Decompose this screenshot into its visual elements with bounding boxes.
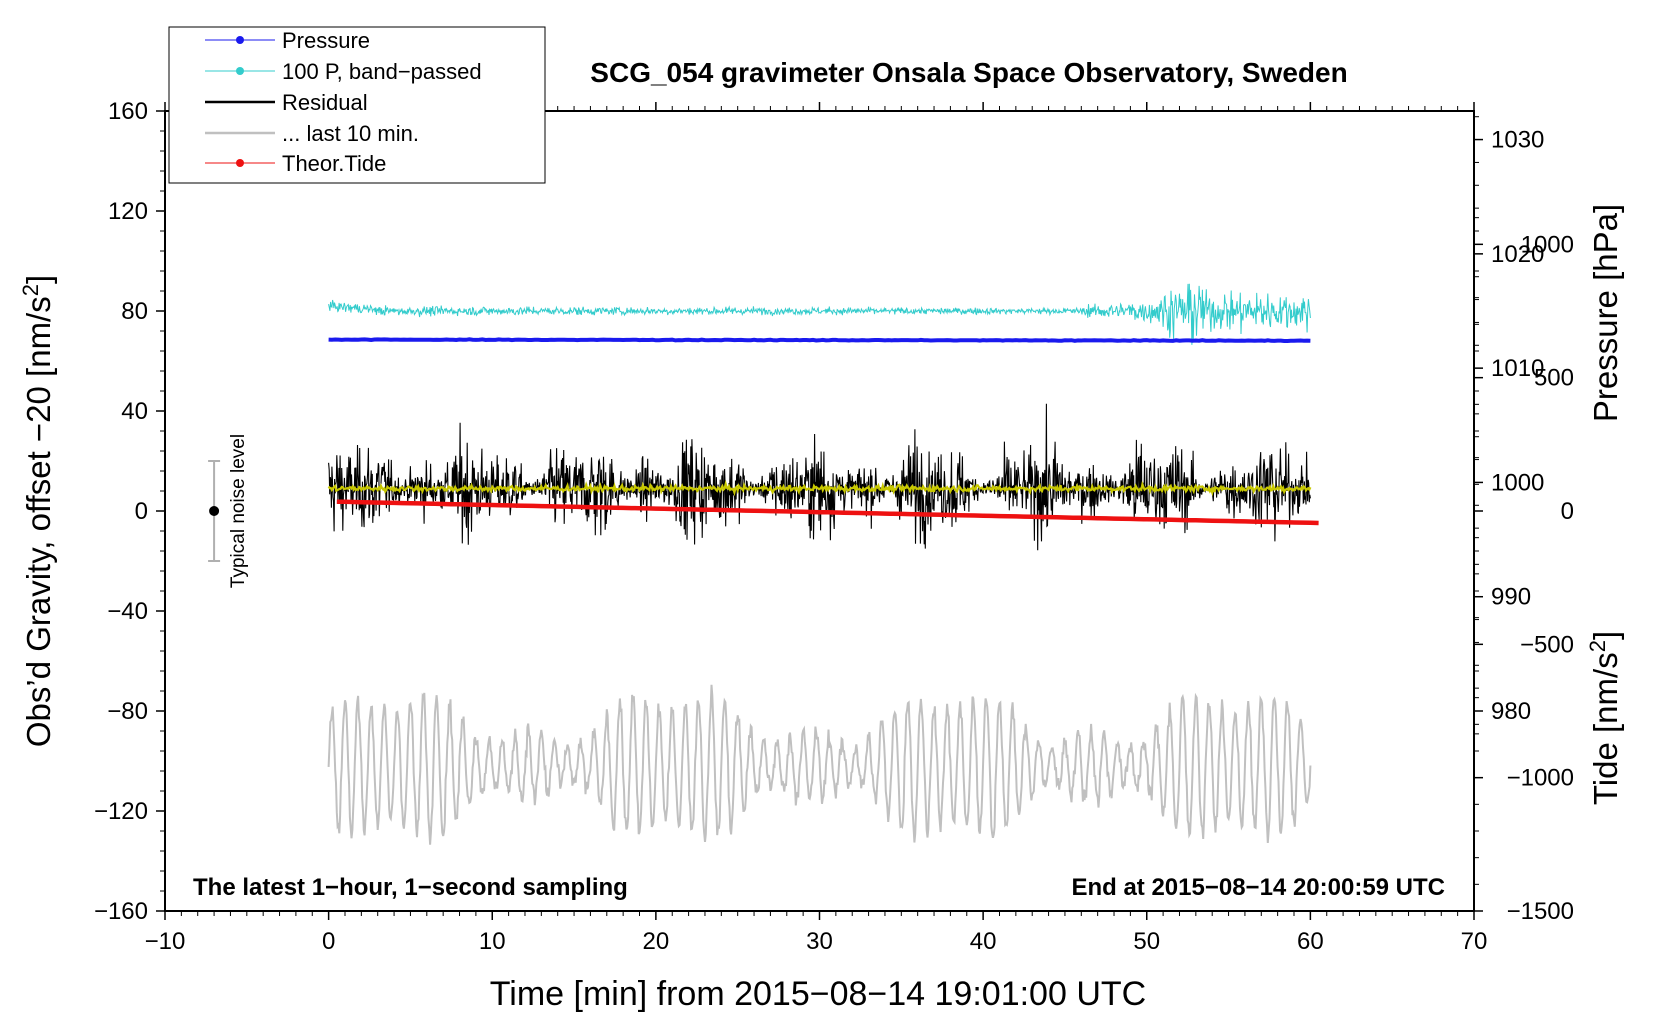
pressure-tick-label: 980 <box>1491 698 1531 725</box>
legend-entry-bandpassed: 100 P, band−passed <box>205 59 482 84</box>
y-axis-label-tide: Tide [nm/s2] <box>1585 631 1624 805</box>
legend-label-residual: Residual <box>282 90 368 115</box>
noise-bar <box>208 460 221 562</box>
legend-label-pressure: Pressure <box>282 28 370 53</box>
pressure-tick-label: 990 <box>1491 584 1531 611</box>
y-tick-label: 40 <box>121 398 148 425</box>
y-axis-label-left: Obs’d Gravity, offset −20 [nm/s2] <box>18 275 57 747</box>
tide-tick-label: −500 <box>1520 631 1574 658</box>
noise-bar-center <box>209 506 220 516</box>
legend: Pressure 100 P, band−passed Residual ...… <box>168 26 546 184</box>
x-tick-label: 60 <box>1297 928 1324 955</box>
series-theoretical-tide <box>336 499 1319 526</box>
chart-title: SCG_054 gravimeter Onsala Space Observat… <box>590 57 1347 88</box>
y-tick-label: −160 <box>94 898 148 925</box>
x-axis-label: Time [min] from 2015−08−14 19:01:00 UTC <box>490 975 1146 1013</box>
legend-label-tide: Theor.Tide <box>282 151 386 176</box>
legend-box <box>168 26 546 184</box>
y-axis-label-pressure: Pressure [hPa] <box>1587 204 1624 422</box>
annotation-end-time: End at 2015−08−14 20:00:59 UTC <box>1071 874 1445 901</box>
annotation-sampling: The latest 1−hour, 1−second sampling <box>193 874 628 901</box>
legend-label-last10: ... last 10 min. <box>282 121 419 146</box>
legend-entry-last10: ... last 10 min. <box>205 121 419 146</box>
x-tick-label: 30 <box>806 928 833 955</box>
x-tick-label: 20 <box>643 928 670 955</box>
x-tick-label: 0 <box>322 928 335 955</box>
noise-label: Typical noise level <box>228 434 249 588</box>
series-layer <box>327 283 1319 845</box>
y-tick-label: −40 <box>107 598 148 625</box>
pressure-tick-label: 1000 <box>1491 469 1544 496</box>
tide-tick-label: −1500 <box>1507 898 1574 925</box>
pressure-tick-label: 1020 <box>1491 241 1544 268</box>
legend-entry-tide: Theor.Tide <box>205 151 386 176</box>
y-tick-label: 0 <box>135 498 148 525</box>
x-tick-label: −10 <box>145 928 186 955</box>
pressure-tick-label: 1010 <box>1491 355 1544 382</box>
tide-tick-label: 500 <box>1534 365 1574 392</box>
x-tick-label: 10 <box>479 928 506 955</box>
tide-tick-label: −1000 <box>1507 765 1574 792</box>
tide-tick-label: 1000 <box>1521 231 1574 258</box>
legend-label-bandpassed: 100 P, band−passed <box>282 59 482 84</box>
series-residual-smoothed <box>327 479 1312 497</box>
y-tick-label: 160 <box>108 98 148 125</box>
tide-axis-ticks: 1000 500 0 −500 −1000 −1500 <box>1474 217 1574 925</box>
x-tick-label: 40 <box>970 928 997 955</box>
series-pressure-bandpassed <box>328 283 1311 345</box>
y-tick-label: −80 <box>107 698 148 725</box>
y-tick-label: 80 <box>121 298 148 325</box>
series-last-10-min <box>327 684 1312 845</box>
pressure-tick-label: 1030 <box>1491 127 1544 154</box>
series-pressure <box>328 337 1311 343</box>
legend-entry-pressure: Pressure <box>205 28 370 53</box>
x-tick-label: 50 <box>1133 928 1160 955</box>
tide-tick-label: 0 <box>1561 498 1574 525</box>
y-axis-ticks: 160 120 80 40 0 −40 −80 −120 −160 <box>94 98 165 925</box>
x-tick-label: 70 <box>1461 928 1488 955</box>
y-tick-label: −120 <box>94 798 148 825</box>
legend-entry-residual: Residual <box>205 90 368 115</box>
pressure-axis-ticks: 1030 1020 1010 1000 990 980 <box>1474 116 1544 735</box>
y-tick-label: 120 <box>108 198 148 225</box>
